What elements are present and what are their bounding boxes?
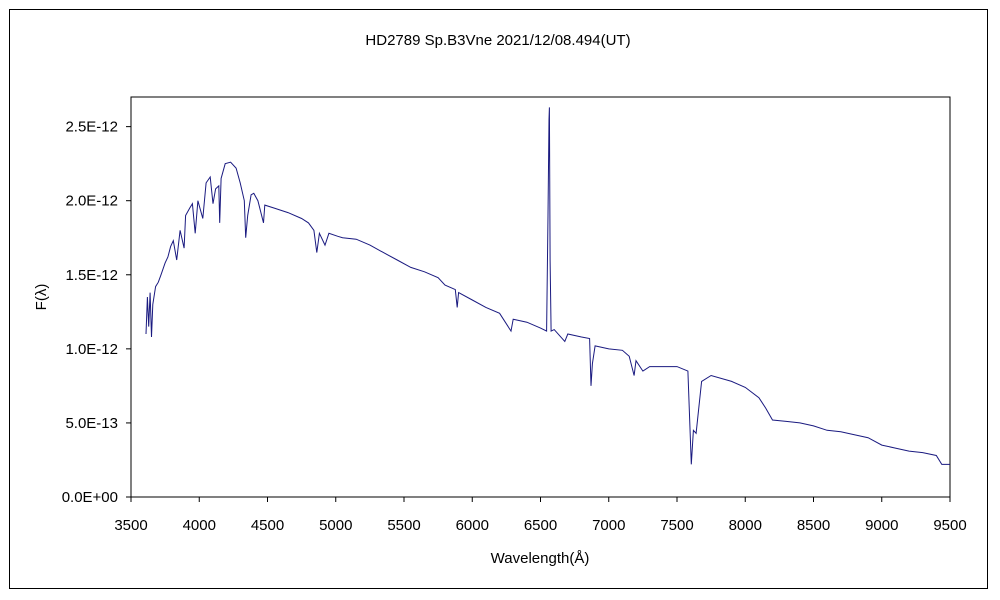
x-tick-label: 6500 — [524, 517, 557, 534]
x-axis-label: Wavelength(Å) — [491, 550, 590, 567]
x-tick-label: 9500 — [933, 517, 966, 534]
y-tick-label: 2.5E-12 — [65, 119, 118, 136]
x-tick-label: 8500 — [797, 517, 830, 534]
chart-area — [9, 9, 988, 589]
x-tick-label: 3500 — [114, 517, 147, 534]
y-tick-label: 5.0E-13 — [65, 415, 118, 432]
y-tick-label: 1.0E-12 — [65, 341, 118, 358]
y-tick-label: 2.0E-12 — [65, 193, 118, 210]
plot-area — [130, 96, 951, 498]
x-tick-label: 6000 — [456, 517, 489, 534]
chart-title: HD2789 Sp.B3Vne 2021/12/08.494(UT) — [365, 32, 630, 49]
x-tick-label: 4500 — [251, 517, 284, 534]
x-tick-label: 8000 — [729, 517, 762, 534]
x-tick-label: 4000 — [183, 517, 216, 534]
y-tick-label: 1.5E-12 — [65, 267, 118, 284]
y-tick-label: 0.0E+00 — [62, 489, 118, 506]
x-tick-label: 9000 — [865, 517, 898, 534]
x-tick-label: 7000 — [592, 517, 625, 534]
x-tick-label: 5000 — [319, 517, 352, 534]
x-tick-label: 5500 — [387, 517, 420, 534]
x-axis-ticks: 3500 4000 4500 5000 5500 6000 6500 7000 7500 8000… — [114, 497, 967, 534]
x-tick-label: 7500 — [660, 517, 693, 534]
y-axis-label: F(λ) — [33, 284, 50, 311]
y-axis-ticks: 0.0E+00 5.0E-13 1.0E-12 1.5E-12 2.0E-12 2.5E-… — [62, 119, 131, 506]
spectrum-line — [145, 107, 950, 465]
